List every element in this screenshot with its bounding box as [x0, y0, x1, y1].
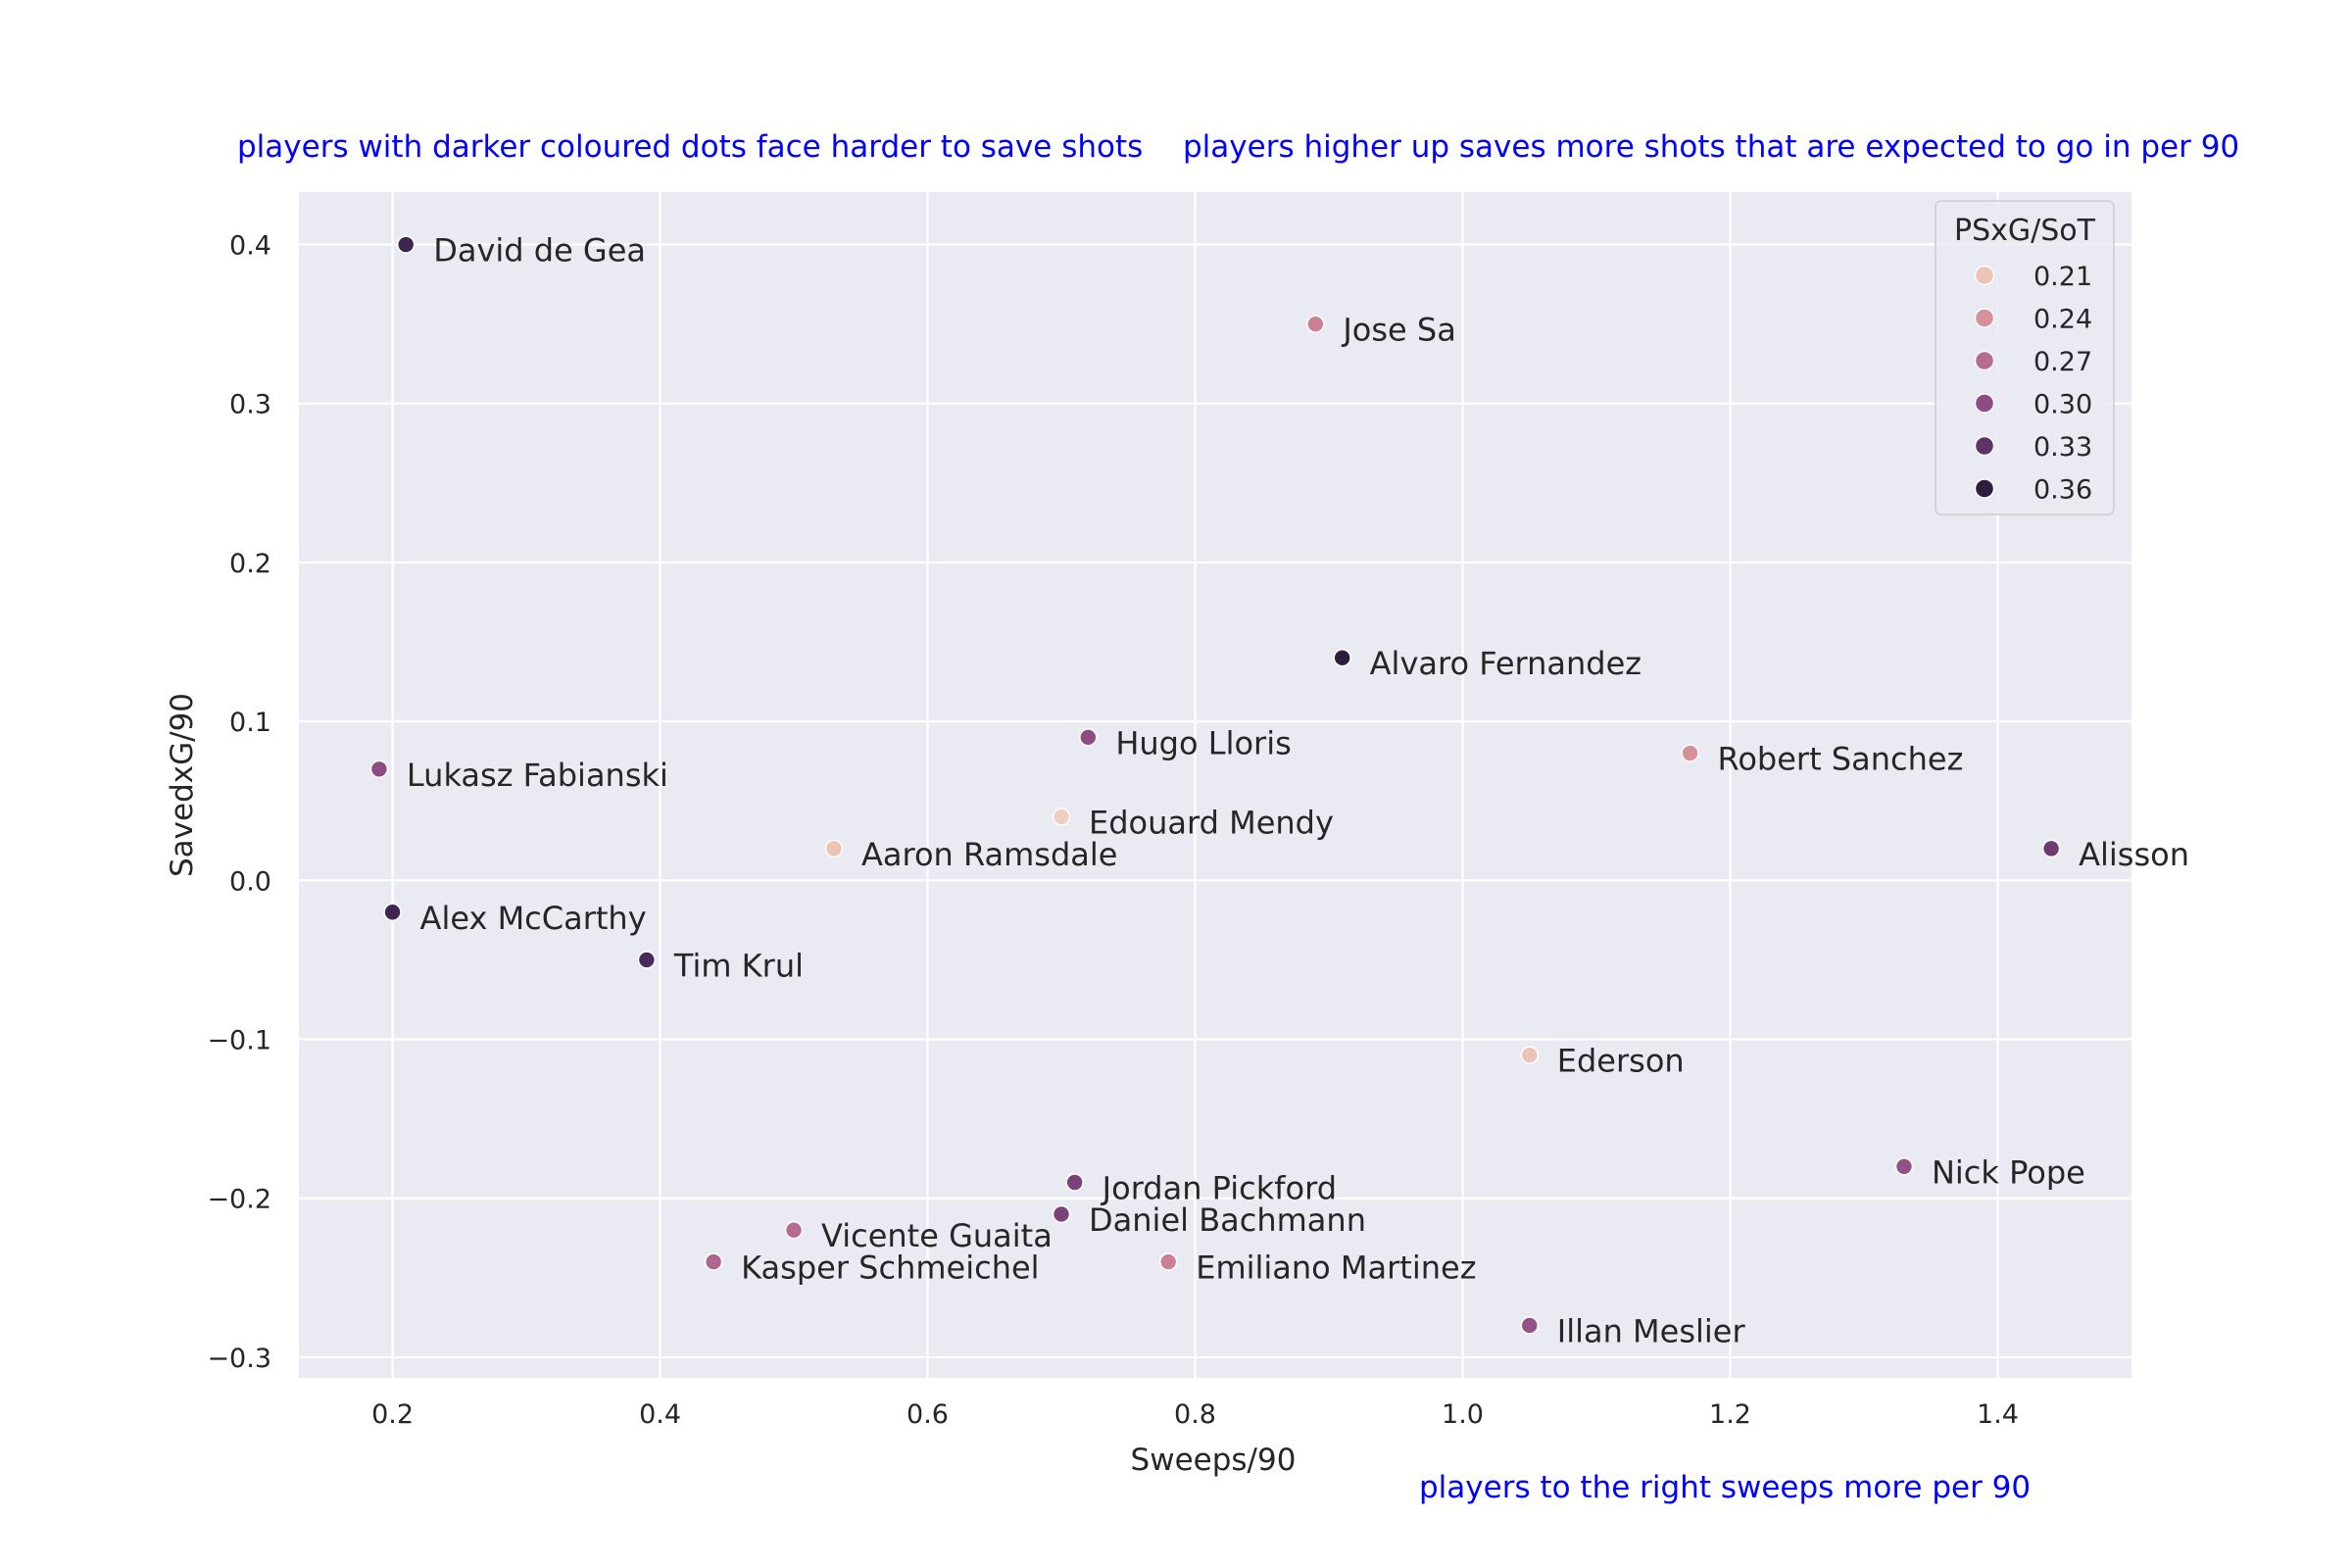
legend-swatch — [1974, 435, 1995, 457]
y-tick-label: −0.2 — [207, 1185, 271, 1215]
point-label: Edouard Mendy — [1089, 804, 1334, 841]
y-tick-label: −0.3 — [207, 1344, 271, 1374]
data-point — [396, 235, 416, 254]
point-label: Nick Pope — [1932, 1153, 2085, 1191]
y-axis-ticks: 0.4 0.3 0.2 0.1 0.0 −0.1 −0.2 −0.3 — [207, 231, 271, 1374]
x-tick-label: 0.8 — [1174, 1399, 1216, 1430]
legend-title: PSxG/SoT — [1954, 214, 2096, 248]
legend-label: 0.24 — [2034, 305, 2092, 335]
data-point — [1079, 728, 1098, 747]
point-label: Vicente Guaita — [821, 1217, 1053, 1254]
data-point — [369, 760, 389, 779]
legend-label: 0.30 — [2034, 390, 2092, 420]
legend-label: 0.36 — [2034, 475, 2092, 506]
point-labels: David de Gea Jose Sa Alvaro Fernandez Hugo … — [407, 232, 2189, 1350]
grid — [299, 192, 2132, 1378]
point-label: Alisson — [2079, 836, 2189, 873]
data-point — [1052, 808, 1071, 826]
y-tick-label: 0.0 — [229, 866, 271, 897]
data-point — [1158, 1252, 1178, 1271]
legend-swatch — [1974, 265, 1995, 286]
x-axis-title: Sweeps/90 — [1131, 1443, 1297, 1478]
y-axis-title: SavedxG/90 — [165, 693, 200, 877]
legend-entries: 0.21 0.24 0.27 0.30 0.33 0.36 — [1974, 262, 2092, 506]
legend: PSxG/SoT 0.21 0.24 0.27 0.30 0.33 0.36 — [1935, 200, 2115, 515]
annotation-darker-dots: players with darker coloured dots face h… — [237, 129, 1143, 165]
data-point — [383, 903, 402, 922]
point-label: Jose Sa — [1341, 312, 1455, 349]
data-point — [1681, 744, 1699, 762]
x-tick-label: 0.4 — [639, 1399, 681, 1430]
y-tick-label: 0.2 — [229, 549, 271, 579]
y-tick-label: 0.4 — [229, 231, 271, 262]
point-label: David de Gea — [433, 232, 646, 270]
point-label: Aaron Ramsdale — [861, 836, 1117, 873]
data-point — [1520, 1046, 1540, 1065]
point-label: Kasper Schmeichel — [741, 1250, 1039, 1287]
y-tick-label: 0.1 — [229, 708, 271, 738]
point-label: Tim Krul — [673, 947, 804, 984]
annotation-higher-up: players higher up saves more shots that … — [1183, 129, 2239, 165]
point-label: Hugo Lloris — [1115, 724, 1291, 761]
data-point — [1333, 648, 1351, 667]
data-point — [1894, 1156, 1914, 1176]
legend-swatch — [1974, 393, 1995, 414]
data-point — [2041, 839, 2061, 858]
point-label: Lukasz Fabianski — [407, 757, 668, 794]
data-point — [824, 839, 844, 858]
point-label: Illan Meslier — [1557, 1312, 1746, 1349]
legend-swatch — [1974, 478, 1995, 499]
plot-area — [299, 192, 2132, 1378]
x-tick-label: 0.6 — [906, 1399, 949, 1430]
data-point — [1052, 1204, 1071, 1224]
data-point — [1306, 315, 1325, 333]
legend-swatch — [1974, 350, 1995, 371]
point-label: Daniel Bachmann — [1089, 1201, 1366, 1239]
x-tick-label: 1.4 — [1977, 1399, 2019, 1430]
point-label: Ederson — [1557, 1043, 1685, 1080]
legend-label: 0.33 — [2034, 432, 2092, 463]
y-tick-label: 0.3 — [229, 390, 271, 420]
x-tick-label: 1.0 — [1442, 1399, 1484, 1430]
legend-label: 0.27 — [2034, 347, 2092, 377]
data-point — [637, 951, 657, 969]
point-label: Robert Sanchez — [1718, 741, 1964, 778]
x-axis-ticks: 0.2 0.4 0.6 0.8 1.0 1.2 1.4 — [371, 1399, 2019, 1430]
data-point — [704, 1252, 723, 1271]
data-points — [369, 235, 2061, 1335]
x-tick-label: 1.2 — [1709, 1399, 1751, 1430]
point-label: Alex McCarthy — [420, 900, 647, 937]
point-label: Alvaro Fernandez — [1370, 645, 1642, 682]
x-tick-label: 0.2 — [371, 1399, 414, 1430]
point-label: Jordan Pickford — [1101, 1169, 1337, 1206]
data-point — [1065, 1173, 1084, 1192]
legend-label: 0.21 — [2034, 262, 2092, 292]
annotation-to-the-right: players to the right sweeps more per 90 — [1419, 1470, 2031, 1505]
point-label: Emiliano Martinez — [1196, 1250, 1476, 1287]
data-point — [784, 1220, 804, 1240]
data-point — [1520, 1316, 1540, 1335]
legend-swatch — [1974, 308, 1995, 328]
y-tick-label: −0.1 — [207, 1026, 271, 1056]
